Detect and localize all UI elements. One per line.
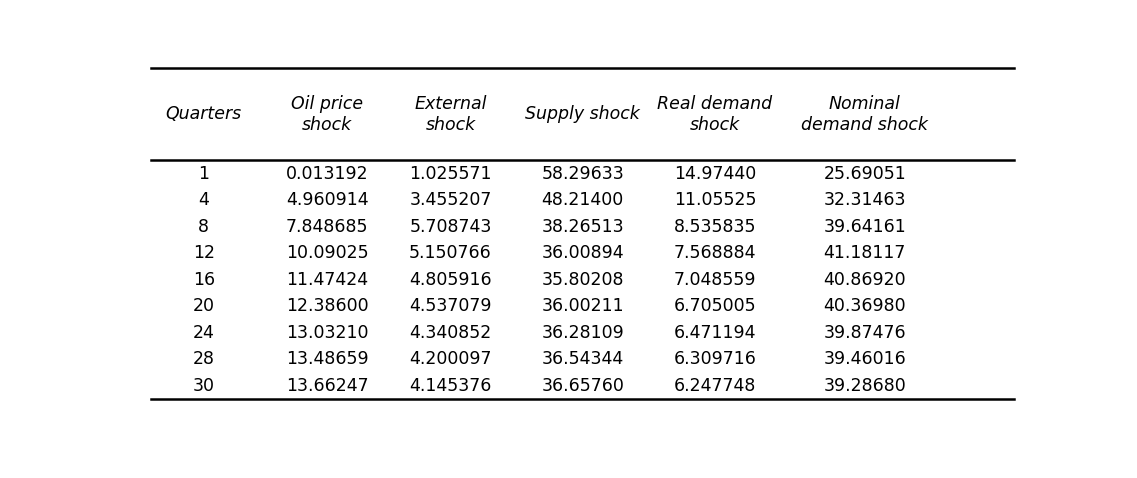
Text: Oil price
shock: Oil price shock: [291, 95, 363, 134]
Text: 41.18117: 41.18117: [823, 244, 906, 262]
Text: Supply shock: Supply shock: [525, 106, 640, 123]
Text: 28: 28: [193, 350, 215, 368]
Text: 39.87476: 39.87476: [823, 324, 906, 342]
Text: 39.28680: 39.28680: [823, 377, 906, 395]
Text: 39.46016: 39.46016: [823, 350, 906, 368]
Text: 12.38600: 12.38600: [285, 297, 368, 315]
Text: 36.00894: 36.00894: [541, 244, 624, 262]
Text: 24: 24: [193, 324, 215, 342]
Text: 38.26513: 38.26513: [541, 217, 624, 236]
Text: 1: 1: [198, 164, 209, 183]
Text: Quarters: Quarters: [166, 106, 242, 123]
Text: 11.47424: 11.47424: [287, 271, 368, 289]
Text: 4.960914: 4.960914: [285, 191, 368, 209]
Text: 25.69051: 25.69051: [823, 164, 906, 183]
Text: 36.54344: 36.54344: [541, 350, 624, 368]
Text: 20: 20: [193, 297, 215, 315]
Text: 10.09025: 10.09025: [285, 244, 368, 262]
Text: 58.29633: 58.29633: [541, 164, 624, 183]
Text: 13.03210: 13.03210: [285, 324, 368, 342]
Text: 14.97440: 14.97440: [674, 164, 756, 183]
Text: Nominal
demand shock: Nominal demand shock: [802, 95, 928, 134]
Text: 32.31463: 32.31463: [823, 191, 906, 209]
Text: 4.805916: 4.805916: [409, 271, 492, 289]
Text: 6.471194: 6.471194: [673, 324, 756, 342]
Text: 36.65760: 36.65760: [541, 377, 624, 395]
Text: 5.150766: 5.150766: [409, 244, 492, 262]
Text: 7.848685: 7.848685: [285, 217, 368, 236]
Text: 6.247748: 6.247748: [674, 377, 756, 395]
Text: 12: 12: [193, 244, 215, 262]
Text: 40.36980: 40.36980: [823, 297, 906, 315]
Text: 6.705005: 6.705005: [673, 297, 756, 315]
Text: 13.48659: 13.48659: [285, 350, 368, 368]
Text: 4: 4: [198, 191, 209, 209]
Text: 7.048559: 7.048559: [673, 271, 756, 289]
Text: 1.025571: 1.025571: [409, 164, 492, 183]
Text: 36.28109: 36.28109: [541, 324, 624, 342]
Text: External
shock: External shock: [414, 95, 487, 134]
Text: 4.145376: 4.145376: [409, 377, 491, 395]
Text: 8: 8: [198, 217, 209, 236]
Text: 35.80208: 35.80208: [541, 271, 624, 289]
Text: 7.568884: 7.568884: [673, 244, 756, 262]
Text: 4.200097: 4.200097: [409, 350, 492, 368]
Text: 3.455207: 3.455207: [409, 191, 491, 209]
Text: 13.66247: 13.66247: [285, 377, 368, 395]
Text: 6.309716: 6.309716: [673, 350, 756, 368]
Text: 8.535835: 8.535835: [673, 217, 756, 236]
Text: 0.013192: 0.013192: [285, 164, 368, 183]
Text: 36.00211: 36.00211: [541, 297, 624, 315]
Text: 39.64161: 39.64161: [823, 217, 906, 236]
Text: 4.340852: 4.340852: [409, 324, 491, 342]
Text: Real demand
shock: Real demand shock: [657, 95, 772, 134]
Text: 5.708743: 5.708743: [409, 217, 491, 236]
Text: 40.86920: 40.86920: [823, 271, 906, 289]
Text: 4.537079: 4.537079: [409, 297, 492, 315]
Text: 16: 16: [193, 271, 215, 289]
Text: 30: 30: [193, 377, 215, 395]
Text: 48.21400: 48.21400: [541, 191, 624, 209]
Text: 11.05525: 11.05525: [673, 191, 756, 209]
